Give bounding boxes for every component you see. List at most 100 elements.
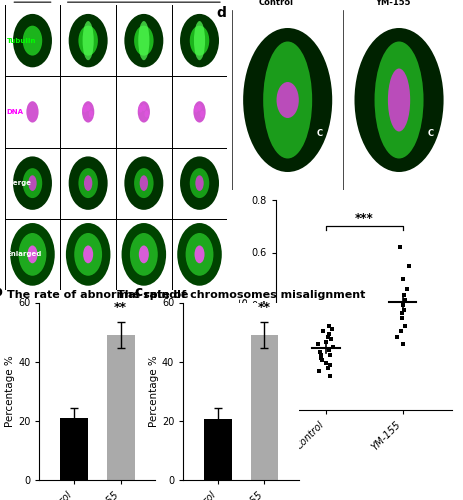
- Point: [395, 243, 403, 251]
- Title: The rate of abnormal spindle: The rate of abnormal spindle: [7, 290, 188, 300]
- Point: [328, 343, 336, 351]
- Point: [322, 338, 329, 346]
- Text: S: S: [351, 39, 357, 48]
- Text: C: C: [427, 129, 433, 138]
- Ellipse shape: [185, 233, 213, 276]
- Text: DNA: DNA: [7, 109, 24, 115]
- Point: [398, 301, 406, 309]
- Title: The rate of chromosomes misalignment: The rate of chromosomes misalignment: [117, 290, 365, 300]
- Ellipse shape: [27, 246, 38, 264]
- Point: [325, 372, 333, 380]
- Point: [325, 346, 332, 354]
- Point: [324, 364, 331, 372]
- Point: [316, 351, 324, 359]
- Point: [325, 322, 332, 330]
- Point: [325, 330, 332, 338]
- Text: Enlarged: Enlarged: [7, 252, 42, 258]
- Text: b: b: [0, 285, 3, 299]
- Point: [398, 275, 406, 283]
- Ellipse shape: [23, 26, 42, 56]
- Ellipse shape: [124, 156, 163, 210]
- Point: [397, 314, 405, 322]
- Point: [400, 290, 407, 298]
- Ellipse shape: [78, 168, 98, 198]
- Bar: [250, 335, 278, 480]
- Text: c: c: [134, 285, 143, 299]
- Point: [317, 356, 325, 364]
- Text: Merge: Merge: [7, 180, 32, 186]
- Ellipse shape: [194, 106, 198, 112]
- Ellipse shape: [194, 21, 205, 60]
- Ellipse shape: [197, 104, 201, 111]
- Point: [396, 327, 403, 335]
- Point: [400, 306, 407, 314]
- Ellipse shape: [374, 42, 423, 158]
- Ellipse shape: [139, 176, 148, 191]
- Ellipse shape: [124, 14, 163, 68]
- Ellipse shape: [83, 246, 93, 264]
- Point: [321, 359, 329, 367]
- Ellipse shape: [144, 110, 149, 117]
- Bar: [60, 418, 88, 480]
- Ellipse shape: [134, 168, 153, 198]
- Point: [404, 262, 412, 270]
- Point: [314, 340, 321, 348]
- Ellipse shape: [130, 233, 157, 276]
- Ellipse shape: [28, 176, 37, 191]
- Ellipse shape: [138, 246, 149, 264]
- Point: [325, 362, 333, 370]
- Ellipse shape: [276, 82, 298, 118]
- Ellipse shape: [354, 28, 443, 172]
- Ellipse shape: [19, 233, 46, 276]
- Text: YM-155: YM-155: [374, 0, 409, 8]
- Ellipse shape: [263, 42, 312, 158]
- Ellipse shape: [13, 156, 52, 210]
- Point: [397, 309, 404, 317]
- Text: ***: ***: [354, 212, 373, 225]
- Ellipse shape: [177, 223, 221, 286]
- Ellipse shape: [141, 104, 146, 111]
- Point: [393, 332, 400, 340]
- Ellipse shape: [13, 14, 52, 68]
- Ellipse shape: [189, 168, 209, 198]
- Ellipse shape: [88, 110, 93, 117]
- Ellipse shape: [23, 168, 42, 198]
- Ellipse shape: [134, 26, 153, 56]
- Ellipse shape: [195, 176, 203, 191]
- Y-axis label: Percentage %: Percentage %: [5, 356, 15, 427]
- Ellipse shape: [194, 246, 204, 264]
- Ellipse shape: [82, 21, 94, 60]
- Point: [400, 322, 408, 330]
- Ellipse shape: [138, 106, 143, 112]
- Point: [326, 335, 334, 343]
- Ellipse shape: [86, 104, 90, 111]
- Ellipse shape: [69, 14, 107, 68]
- Ellipse shape: [138, 101, 150, 122]
- Ellipse shape: [121, 223, 166, 286]
- Ellipse shape: [69, 156, 107, 210]
- Point: [319, 327, 326, 335]
- Y-axis label: C/S: C/S: [238, 296, 248, 314]
- Point: [400, 296, 408, 304]
- Ellipse shape: [26, 101, 38, 122]
- Ellipse shape: [74, 233, 102, 276]
- Ellipse shape: [84, 176, 92, 191]
- Ellipse shape: [180, 14, 219, 68]
- Text: Tubulin: Tubulin: [7, 38, 36, 44]
- Ellipse shape: [200, 110, 204, 117]
- Bar: [106, 335, 134, 480]
- Point: [325, 351, 333, 359]
- Ellipse shape: [243, 28, 332, 172]
- Ellipse shape: [138, 21, 149, 60]
- Y-axis label: Percentage %: Percentage %: [149, 356, 159, 427]
- Text: **: **: [257, 302, 270, 314]
- Ellipse shape: [189, 26, 209, 56]
- Ellipse shape: [180, 156, 219, 210]
- Ellipse shape: [10, 223, 55, 286]
- Point: [314, 366, 322, 374]
- Text: C: C: [316, 129, 322, 138]
- Bar: [204, 420, 232, 480]
- Point: [315, 348, 323, 356]
- Point: [403, 285, 410, 293]
- Ellipse shape: [82, 101, 94, 122]
